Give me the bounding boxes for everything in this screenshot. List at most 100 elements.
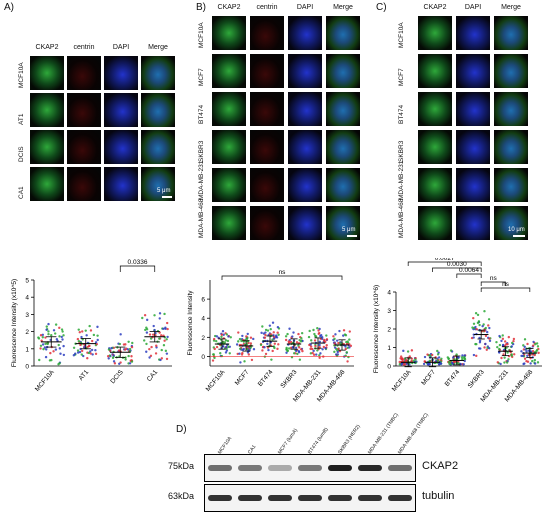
data-point <box>505 361 509 364</box>
data-point <box>535 348 539 352</box>
data-point <box>486 330 489 334</box>
molecular-weight-label: 63kDa <box>168 491 195 501</box>
data-point <box>215 339 218 343</box>
micrograph-blue <box>104 167 138 201</box>
row-label: SKBR3 <box>198 140 205 162</box>
data-point <box>79 343 82 347</box>
data-point <box>440 357 443 360</box>
data-point <box>80 353 83 356</box>
data-point <box>503 356 506 359</box>
data-point <box>238 337 242 341</box>
micrograph-blue <box>456 92 490 126</box>
data-point <box>287 347 291 350</box>
data-point <box>318 354 321 357</box>
data-point <box>154 352 158 355</box>
data-point <box>266 342 269 346</box>
blot-band <box>328 465 352 471</box>
data-point <box>264 352 268 356</box>
data-point <box>507 335 511 339</box>
micrograph-green <box>212 168 246 202</box>
data-point <box>57 363 60 366</box>
chart-b-scatter: 0 2 4 6 Fluorescence Intensity MCF10A MCF7 BT47… <box>187 269 354 403</box>
data-point <box>110 347 113 350</box>
data-point <box>237 331 240 334</box>
data-point <box>45 328 48 332</box>
data-point <box>235 343 239 346</box>
data-point <box>145 326 148 329</box>
row-label: MCF7 <box>198 68 205 86</box>
data-point <box>463 357 467 361</box>
data-point <box>259 343 263 347</box>
data-point <box>158 331 161 334</box>
row-label: MDA-MB-231 <box>198 160 205 200</box>
data-point <box>145 331 149 334</box>
significance-bracket <box>407 261 482 266</box>
data-point <box>284 338 288 342</box>
y-tick-label: 2 <box>201 335 205 342</box>
x-tick-label: DCIS <box>109 368 125 385</box>
data-point <box>47 322 50 326</box>
data-point <box>212 353 215 356</box>
data-point <box>72 354 76 357</box>
significance-label: 0.0064 <box>459 267 479 274</box>
data-point <box>498 343 502 347</box>
data-point <box>332 335 335 338</box>
data-point <box>478 323 481 327</box>
x-tick-label: MCF10A <box>391 368 413 393</box>
data-point <box>60 328 64 331</box>
data-point <box>249 346 252 349</box>
micrograph-green <box>212 54 246 88</box>
data-point <box>319 352 322 355</box>
data-point <box>533 362 537 365</box>
data-point <box>72 346 76 350</box>
data-point <box>426 353 429 356</box>
data-point <box>289 340 293 344</box>
data-point <box>83 346 86 349</box>
row-label: AT1 <box>18 113 25 125</box>
data-point <box>498 334 501 338</box>
data-point <box>155 344 158 347</box>
data-point <box>61 338 64 341</box>
micrograph-blue <box>104 130 138 164</box>
data-point <box>526 354 529 357</box>
data-point <box>273 342 277 345</box>
micrograph-red <box>250 92 284 126</box>
data-point <box>472 353 476 357</box>
data-point <box>429 356 432 359</box>
data-point <box>525 350 528 353</box>
micrograph-merge <box>326 206 360 240</box>
data-point <box>335 339 339 342</box>
data-point <box>225 333 229 336</box>
data-point <box>314 344 317 348</box>
data-point <box>292 352 296 355</box>
data-point <box>90 339 94 343</box>
data-point <box>313 332 316 336</box>
data-point <box>221 330 225 333</box>
lane-label: SKBR3 (HER2) <box>337 423 362 456</box>
x-tick-label: CA1 <box>146 369 160 383</box>
data-point <box>503 340 507 343</box>
protein-label: tubulin <box>422 490 455 502</box>
panel-b-letter: B) <box>196 2 206 13</box>
micrograph-blue <box>288 130 322 164</box>
lane-label: BT474 (lumB) <box>307 426 330 456</box>
y-axis-label: Fluorescence Intensity <box>187 290 194 356</box>
data-point <box>322 345 326 349</box>
data-point <box>54 332 57 335</box>
data-point <box>50 334 53 337</box>
data-point <box>149 354 153 358</box>
data-point <box>472 316 475 320</box>
data-point <box>224 339 228 342</box>
micrograph-green <box>418 168 452 202</box>
data-point <box>295 341 299 344</box>
data-point <box>294 346 298 349</box>
data-point <box>531 349 535 353</box>
data-point <box>246 332 249 336</box>
data-point <box>44 355 48 359</box>
data-point <box>252 348 256 351</box>
data-point <box>128 362 132 365</box>
data-point <box>333 337 336 341</box>
data-point <box>245 335 248 338</box>
data-point <box>212 337 216 341</box>
data-point <box>498 351 501 354</box>
